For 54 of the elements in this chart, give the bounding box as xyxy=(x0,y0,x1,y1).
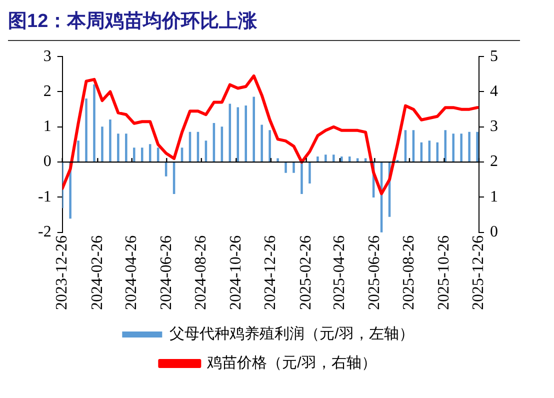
bar xyxy=(77,140,80,162)
bar xyxy=(444,130,446,162)
legend-label: 父母代种鸡养殖利润（元/羽，左轴） xyxy=(170,326,414,343)
bar xyxy=(468,132,470,162)
x-tick-label: 2024-02-26 xyxy=(88,235,106,310)
x-tick-label: 2024-10-26 xyxy=(227,235,244,310)
y-tick-label: -1 xyxy=(38,188,52,206)
bar xyxy=(284,162,287,173)
y2-tick-label: 5 xyxy=(490,48,498,65)
bar xyxy=(316,156,319,162)
x-tick-label: 2025-06-26 xyxy=(366,235,383,310)
bar xyxy=(125,134,128,162)
bar xyxy=(109,120,112,162)
y2-tick-label: 4 xyxy=(490,82,498,100)
bar xyxy=(244,105,247,162)
x-tick-label: 2024-06-26 xyxy=(158,235,175,310)
bar xyxy=(452,134,454,162)
bar xyxy=(101,126,104,162)
bar xyxy=(292,162,295,173)
bar xyxy=(252,96,255,162)
x-tick-label: 2024-04-26 xyxy=(123,235,140,310)
y2-tick-label: 1 xyxy=(490,188,498,206)
y-tick-label: 3 xyxy=(43,48,52,65)
bar xyxy=(460,134,462,162)
bar xyxy=(476,132,478,162)
bar xyxy=(85,98,88,162)
bar xyxy=(332,154,335,162)
y-tick-label: 2 xyxy=(43,82,52,100)
bar xyxy=(324,154,327,162)
x-tick-label: 2025-12-26 xyxy=(470,235,488,310)
y-tick-label: 1 xyxy=(43,118,52,136)
bar xyxy=(93,84,96,162)
x-tick-label: 2024-12-26 xyxy=(262,235,280,310)
y2-tick-label: 3 xyxy=(490,118,498,136)
bar xyxy=(117,134,120,162)
y2-tick-label: 0 xyxy=(490,224,498,241)
bar xyxy=(133,148,136,162)
x-tick-label: 2025-08-26 xyxy=(400,235,418,310)
bar xyxy=(308,162,311,184)
x-tick-label: 2025-10-26 xyxy=(435,235,452,310)
bar xyxy=(260,124,263,162)
bar xyxy=(300,162,303,194)
x-tick-label: 2024-08-26 xyxy=(192,235,210,310)
chart-title: 图12：本周鸡苗均价环比上涨 xyxy=(8,8,520,41)
y2-tick-label: 2 xyxy=(490,153,498,170)
y-tick-label: 0 xyxy=(43,153,52,170)
bar xyxy=(141,148,144,162)
x-tick-label: 2025-02-26 xyxy=(297,235,314,310)
bar xyxy=(276,158,279,162)
y-tick-label: -2 xyxy=(38,224,52,241)
x-tick-label: 2025-04-26 xyxy=(331,235,348,310)
legend-label: 鸡苗价格（元/羽，右轴） xyxy=(206,354,376,372)
x-tick-label: 2023-12-26 xyxy=(54,235,71,310)
bar xyxy=(268,130,271,162)
